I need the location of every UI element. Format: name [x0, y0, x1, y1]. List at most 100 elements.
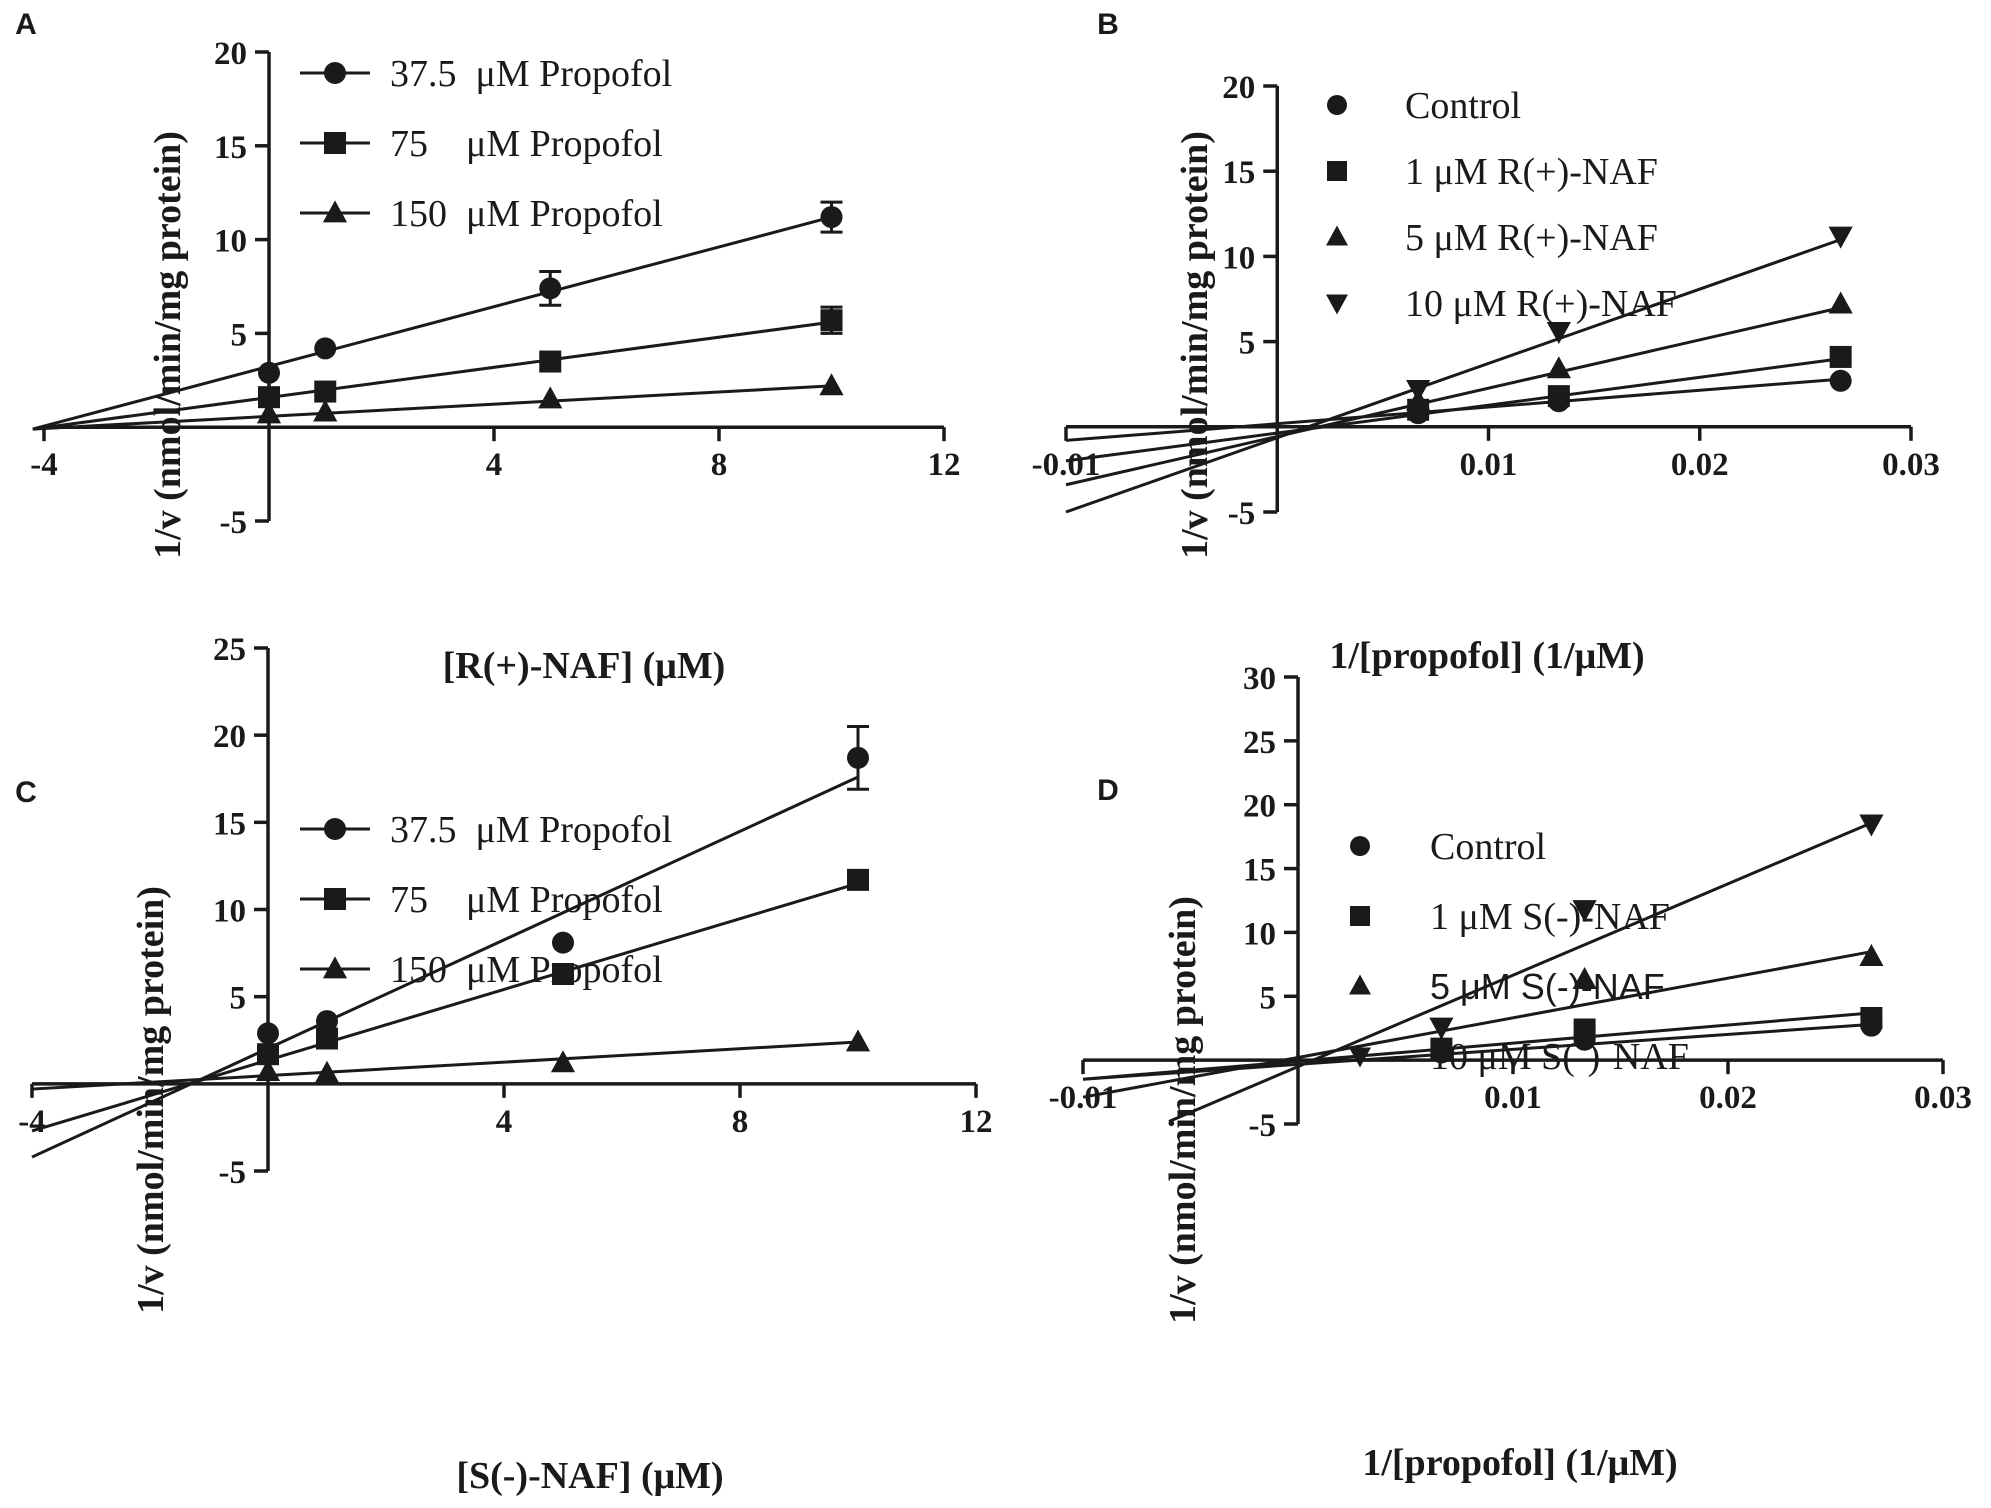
y-tick-label: 5: [1260, 980, 1277, 1016]
legend-entry: Control: [1327, 85, 1521, 127]
y-tick-label: 5: [1239, 326, 1256, 362]
data-point: [255, 1058, 281, 1081]
fit-line: [31, 775, 859, 1159]
data-point: [257, 1022, 279, 1045]
data-point: [820, 206, 843, 229]
data-point: [538, 386, 563, 409]
x-tick-label: 8: [711, 447, 728, 483]
legend-label: 37.5 μM Propofol: [390, 809, 672, 851]
y-axis-label: 1/v (nmol/min/mg protein): [147, 131, 189, 559]
data-point: [314, 1060, 340, 1083]
legend-entry: 37.5 μM Propofol: [300, 809, 672, 851]
y-tick-label: 10: [213, 894, 246, 930]
legend-entry: Control: [1350, 826, 1546, 868]
legend-entry: 150 μM Propofol: [300, 949, 663, 991]
y-tick-label: 15: [213, 806, 246, 842]
x-tick-label: 0.01: [1460, 447, 1518, 483]
legend-marker: [1327, 161, 1347, 181]
panel-A: A -4 4 8 12 -5 5 10 15 20 [R(+)-NAF] (μM) 1/v (nmol…: [15, 8, 960, 687]
legend-entry: 1 μM S(-)-NAF: [1350, 896, 1670, 938]
data-point: [1828, 226, 1853, 249]
x-axis-label: [S(-)-NAF] (μM): [456, 1455, 723, 1497]
series-1: [31, 724, 869, 1159]
legend-marker: [1349, 1047, 1371, 1068]
data-point: [256, 401, 282, 424]
legend-entry: 75 μM Propofol: [300, 879, 663, 921]
data-point: [257, 1043, 279, 1066]
legend-marker: [1350, 906, 1370, 926]
data-point: [1429, 1034, 1454, 1057]
y-tick-label: 10: [1243, 916, 1276, 952]
panel-label: B: [1097, 8, 1119, 41]
legend-label: 1 μM R(+)-NAF: [1405, 151, 1658, 193]
legend-marker: [1326, 294, 1348, 315]
x-tick-label: 4: [496, 1104, 513, 1140]
legend-entry: 5 μM S(-)-NAF: [1349, 966, 1665, 1007]
data-point: [845, 1029, 871, 1052]
series-2: [32, 305, 843, 431]
y-tick-label: -5: [220, 505, 248, 541]
fit-line: [1082, 1022, 1873, 1081]
x-tick-label: -4: [30, 447, 58, 483]
y-tick-label: -5: [1249, 1108, 1277, 1144]
legend-entry: 10 μM S(-)-NAF: [1349, 1036, 1689, 1078]
y-axis-label: 1/v (nmol/min/mg protein): [1174, 131, 1216, 559]
y-tick-label: 15: [1243, 853, 1276, 889]
data-point: [1860, 1006, 1883, 1029]
data-point: [313, 399, 338, 422]
x-tick-label: 4: [486, 447, 503, 483]
data-point: [1828, 291, 1853, 314]
y-tick-label: 25: [1243, 725, 1276, 761]
fit-line: [1168, 821, 1873, 1123]
fit-line: [31, 881, 859, 1133]
legend-label: Control: [1405, 85, 1521, 127]
legend-label: 1 μM S(-)-NAF: [1430, 896, 1670, 938]
data-point: [1572, 900, 1597, 923]
data-point: [316, 1010, 338, 1033]
series-2: [1082, 1006, 1883, 1081]
data-point: [1406, 379, 1431, 402]
data-point: [258, 361, 280, 384]
data-point: [1859, 944, 1884, 967]
panel-D: D -0.01 0.01 0.02 0.03 -5 5 10 15 20 25 30 1/[propof…: [1049, 661, 1972, 1484]
data-point: [847, 868, 869, 891]
data-point: [1859, 814, 1884, 837]
legend-label: 5 μM R(+)-NAF: [1405, 217, 1658, 259]
legend-marker: [322, 956, 348, 979]
data-point: [258, 386, 280, 409]
data-point: [314, 337, 337, 360]
x-tick-label: 12: [928, 447, 961, 483]
data-point: [1572, 967, 1597, 990]
y-tick-label: 25: [213, 632, 246, 668]
legend-marker: [1326, 225, 1348, 246]
legend-entry: 37.5 μM Propofol: [300, 53, 672, 95]
y-tick-label: 5: [230, 981, 247, 1017]
x-tick-label: 12: [960, 1104, 993, 1140]
x-tick-label: 0.01: [1484, 1080, 1542, 1116]
series-3: [31, 1029, 871, 1091]
data-point: [552, 931, 574, 954]
legend-label: 5 μM S(-)-NAF: [1430, 966, 1665, 1007]
legend-label: 10 μM R(+)-NAF: [1405, 283, 1677, 325]
fit-line: [32, 320, 832, 431]
x-tick-label: 0.02: [1699, 1080, 1757, 1116]
fit-line: [1065, 237, 1842, 514]
data-point: [314, 380, 337, 403]
y-tick-label: 10: [214, 224, 247, 260]
legend-marker: [1349, 974, 1371, 995]
data-point: [1429, 1017, 1454, 1040]
x-tick-label: 0.03: [1914, 1080, 1972, 1116]
x-tick-label: 8: [732, 1104, 749, 1140]
data-point: [847, 746, 869, 769]
y-tick-label: 20: [1222, 70, 1255, 106]
legend-marker: [324, 132, 346, 154]
data-point: [316, 1027, 338, 1050]
fit-line: [32, 215, 832, 431]
data-point: [550, 1050, 576, 1073]
y-tick-label: 10: [1222, 240, 1255, 276]
legend-entry: 150 μM Propofol: [300, 193, 663, 235]
y-tick-label: -5: [1228, 496, 1256, 532]
data-point: [1573, 1018, 1596, 1041]
series-2: [31, 868, 869, 1133]
